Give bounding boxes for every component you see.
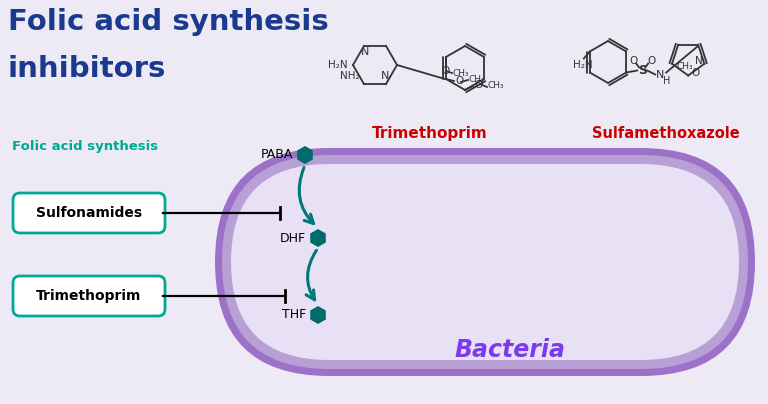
Text: S: S xyxy=(637,64,647,77)
Text: O: O xyxy=(629,57,637,67)
FancyBboxPatch shape xyxy=(13,276,165,316)
Text: H₂N: H₂N xyxy=(329,60,348,70)
Text: N: N xyxy=(656,69,664,80)
Text: inhibitors: inhibitors xyxy=(8,55,167,83)
Text: Trimethoprim: Trimethoprim xyxy=(36,289,141,303)
Text: O: O xyxy=(474,80,482,90)
Text: CH₃: CH₃ xyxy=(469,76,485,84)
Text: H₂N: H₂N xyxy=(573,61,593,71)
Text: PABA: PABA xyxy=(260,149,293,162)
Text: O: O xyxy=(691,67,700,78)
FancyBboxPatch shape xyxy=(13,193,165,233)
Text: O: O xyxy=(442,66,450,76)
Text: THF: THF xyxy=(282,309,306,322)
Text: Folic acid synthesis: Folic acid synthesis xyxy=(12,140,158,153)
FancyBboxPatch shape xyxy=(231,164,739,360)
Text: DHF: DHF xyxy=(280,231,306,244)
Text: N: N xyxy=(361,47,369,57)
Text: O: O xyxy=(647,57,655,67)
Text: Sulfonamides: Sulfonamides xyxy=(36,206,142,220)
Text: Folic acid synthesis: Folic acid synthesis xyxy=(8,8,329,36)
Text: CH₃: CH₃ xyxy=(676,62,693,71)
Text: NH₂: NH₂ xyxy=(340,71,360,81)
FancyBboxPatch shape xyxy=(222,155,748,369)
Text: N: N xyxy=(381,71,389,81)
Text: Bacteria: Bacteria xyxy=(455,338,565,362)
Text: H: H xyxy=(664,76,671,86)
Text: O: O xyxy=(455,76,463,86)
Text: N: N xyxy=(694,56,703,66)
Text: Trimethoprim: Trimethoprim xyxy=(372,126,488,141)
Text: CH₃: CH₃ xyxy=(453,69,469,78)
Polygon shape xyxy=(310,229,326,247)
Polygon shape xyxy=(297,146,313,164)
Text: Sulfamethoxazole: Sulfamethoxazole xyxy=(592,126,740,141)
Polygon shape xyxy=(310,306,326,324)
Text: CH₃: CH₃ xyxy=(488,82,505,90)
FancyBboxPatch shape xyxy=(215,148,755,376)
